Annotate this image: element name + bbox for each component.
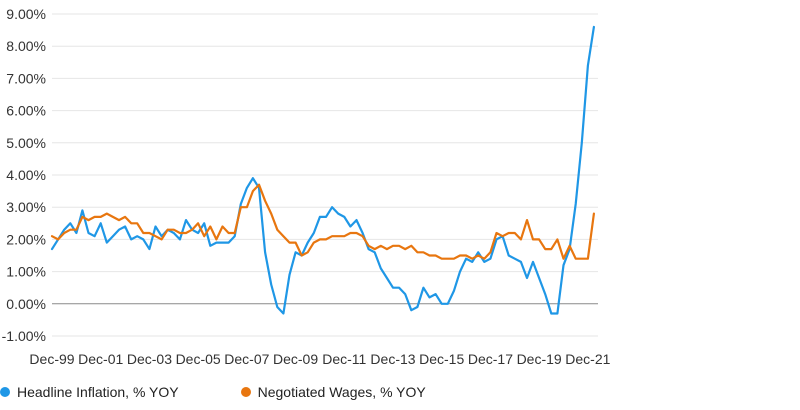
legend-swatch-inflation [0,387,10,397]
x-tick-label: Dec-99 [29,351,74,367]
legend-swatch-wages [240,387,251,397]
x-tick-label: Dec-11 [322,351,366,367]
series-lines [50,25,595,315]
x-tick-label: Dec-19 [517,351,562,367]
x-tick-label: Dec-21 [565,351,610,367]
legend-item-wages: Negotiated Wages, % YOY [240,384,426,400]
legend-label-inflation: Headline Inflation, % YOY [17,384,179,400]
x-tick-label: Dec-13 [370,351,415,367]
x-tick-label: Dec-05 [176,351,221,367]
x-tick-label: Dec-09 [273,351,318,367]
legend-item-inflation: Headline Inflation, % YOY [0,384,179,400]
x-tick-label: Dec-03 [127,351,172,367]
x-tick-label: Dec-15 [419,351,464,367]
y-tick-label: 9.00% [6,6,46,22]
y-tick-label: 1.00% [6,264,46,280]
grid-lines [52,13,598,337]
x-tick-label: Dec-17 [468,351,513,367]
legend-label-wages: Negotiated Wages, % YOY [257,384,426,400]
y-axis-tick-labels: -1.00% 0.00% 1.00% 2.00% 3.00% 4.00% 5.00% 6.00… [2,6,46,344]
y-tick-label: 5.00% [6,135,46,151]
y-tick-label: -1.00% [2,328,46,344]
legend: Headline Inflation, % YOY Negotiated Wag… [0,384,488,400]
x-tick-label: Dec-01 [78,351,123,367]
y-tick-label: 3.00% [6,199,46,215]
y-tick-label: 6.00% [6,103,46,119]
x-tick-label: Dec-07 [224,351,269,367]
y-tick-label: 0.00% [6,296,46,312]
y-tick-label: 4.00% [6,167,46,183]
series-line-inflation [50,25,595,315]
y-tick-label: 2.00% [6,231,46,247]
series-line-wages [50,183,595,260]
y-tick-label: 7.00% [6,70,46,86]
y-tick-label: 8.00% [6,38,46,54]
x-axis-tick-labels: Dec-99 Dec-01 Dec-03 Dec-05 Dec-07 Dec-09 Dec-… [29,351,610,367]
